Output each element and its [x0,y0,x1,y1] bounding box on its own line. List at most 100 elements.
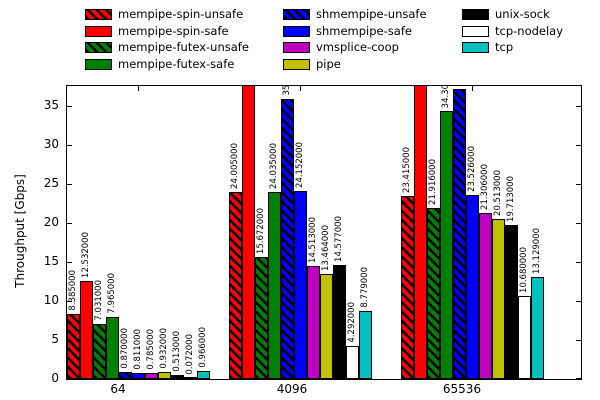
bar-value-label: 23.415000 [402,147,412,193]
y-tick-right [576,145,581,146]
y-tick-label: 30 [43,137,59,151]
x-tick-top [472,86,473,91]
bar-value-label: 0.785000 [146,329,156,370]
bar-value-label: 10.680000 [519,247,529,293]
y-tick-left [67,106,72,107]
legend-swatch-mempipe-futex-safe [85,58,112,70]
bar-tcp-nodelay-64 [184,377,197,379]
bar-tcp-nodelay-4096 [346,346,359,379]
y-tick-left [67,145,72,146]
legend-swatch-shmempipe-safe [283,25,310,37]
bar-mempipe-spin-unsafe-64 [67,314,80,379]
bar-value-label: 24.035000 [269,143,279,189]
bar-value-label: 21.306000 [480,164,490,210]
bar-shmempipe-unsafe-65536 [453,89,466,379]
bar-value-label: 4.292000 [347,302,357,343]
bar-value-label: 8.385000 [68,270,78,311]
y-tick-left [67,184,72,185]
bar-shmempipe-unsafe-4096 [281,99,294,379]
bar-pipe-64 [158,372,171,379]
bar-value-label: 21.916000 [428,159,438,205]
bar-unix-sock-64 [171,375,184,379]
bar-mempipe-futex-safe-4096 [268,192,281,379]
bar-value-label: 34.30 [441,85,451,108]
y-tick-left [67,223,72,224]
legend-label-mempipe-spin-unsafe: mempipe-spin-unsafe [118,7,244,21]
y-tick-right [576,262,581,263]
legend-swatch-mempipe-spin-safe [85,25,112,37]
y-tick-label: 10 [43,293,59,307]
y-tick-right [576,301,581,302]
legend-swatch-unix-sock [462,9,489,20]
bar-value-label: 14.577000 [334,216,344,262]
bar-mempipe-spin-safe-4096 [242,86,255,379]
bar-shmempipe-safe-65536 [466,195,479,379]
bar-shmempipe-safe-4096 [294,191,307,379]
y-tick-label: 15 [43,254,59,268]
bar-mempipe-spin-unsafe-65536 [401,196,414,379]
legend-swatch-mempipe-futex-unsafe [85,42,112,53]
legend-swatch-tcp-nodelay [462,25,489,37]
x-tick-label-65536: 65536 [442,382,482,396]
bar-value-label: 0.870000 [120,328,130,369]
plot-area: 8.385000 24.005000 23.415000 12.532000 7.031… [66,85,582,380]
bar-pipe-4096 [320,274,333,379]
legend-label-pipe: pipe [316,56,341,71]
y-tick-right [576,340,581,341]
y-tick-right [576,184,581,185]
y-tick-right [576,223,581,224]
legend-swatch-pipe [283,58,310,70]
bar-value-label: 12.532000 [81,232,91,278]
legend-swatch-vmsplice-coop [283,42,310,53]
legend-label-unix-sock: unix-sock [495,7,550,21]
x-tick-label-64: 64 [110,382,126,396]
bar-tcp-65536 [531,277,544,379]
bar-shmempipe-safe-64 [132,373,145,379]
bar-value-label: 24.005000 [230,143,240,189]
bar-value-label: 0.072000 [185,334,195,375]
legend-label-mempipe-futex-unsafe: mempipe-futex-unsafe [118,40,249,54]
bar-value-label: 0.513000 [172,331,182,372]
bar-mempipe-futex-safe-64 [106,317,119,379]
y-tick-right [576,378,581,379]
bar-unix-sock-4096 [333,265,346,379]
y-tick-label: 5 [51,332,59,346]
y-tick-left [67,301,72,302]
bar-value-label: 13.129000 [532,228,542,274]
bar-value-label: 7.031000 [94,280,104,321]
legend-label-mempipe-futex-safe: mempipe-futex-safe [118,56,235,71]
bar-mempipe-futex-safe-65536 [440,111,453,379]
bar-vmsplice-coop-64 [145,373,158,379]
bar-tcp-nodelay-65536 [518,296,531,379]
bar-shmempipe-unsafe-64 [119,372,132,379]
bar-pipe-65536 [492,219,505,379]
legend-label-vmsplice-coop: vmsplice-coop [316,40,399,54]
bar-value-label: 14.513000 [308,217,318,263]
y-tick-label: 35 [43,98,59,112]
bar-value-label: 20.513000 [493,170,503,216]
bar-value-label: 8.779000 [360,267,370,308]
legend-label-tcp: tcp [495,40,514,54]
bar-value-label: 13.464000 [321,225,331,271]
bar-mempipe-spin-safe-65536 [414,86,427,379]
bar-value-label: 0.811000 [133,329,143,370]
bar-value-label: 35. [282,85,292,96]
y-tick-label: 25 [43,176,59,190]
bar-value-label: 24.152000 [295,142,305,188]
legend-label-shmempipe-safe: shmempipe-safe [316,23,412,38]
bar-value-label: 0.932000 [159,328,169,369]
bar-vmsplice-coop-4096 [307,266,320,379]
legend-swatch-shmempipe-unsafe [283,9,310,20]
legend-swatch-mempipe-spin-unsafe [85,9,112,20]
y-tick-label: 20 [43,215,59,229]
bar-tcp-4096 [359,311,372,379]
bar-mempipe-spin-safe-64 [80,281,93,379]
bar-vmsplice-coop-65536 [479,213,492,379]
bar-value-label: 7.965000 [107,273,117,314]
bar-value-label: 19.713000 [506,176,516,222]
legend-label-shmempipe-unsafe: shmempipe-unsafe [316,7,427,21]
bar-mempipe-futex-unsafe-64 [93,324,106,379]
y-tick-right [576,106,581,107]
bar-tcp-64 [197,371,210,379]
